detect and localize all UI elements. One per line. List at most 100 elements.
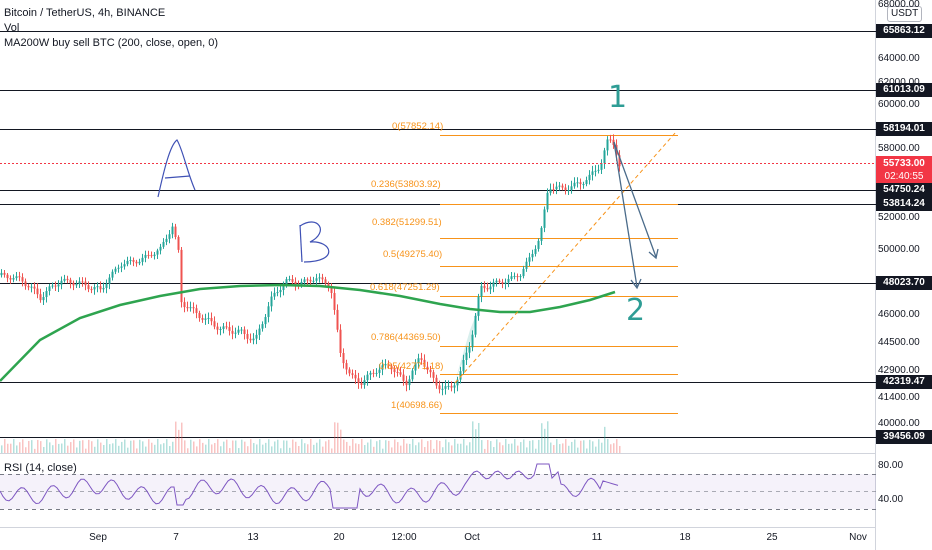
candle-body [261, 324, 264, 329]
level-label[interactable]: 53814.24 [876, 197, 932, 211]
volume-bar [232, 440, 234, 453]
candle-body [453, 385, 456, 388]
candle-body [381, 365, 384, 370]
volume-bar [268, 439, 270, 453]
volume-bar [526, 447, 528, 453]
symbol-title[interactable]: Bitcoin / TetherUS, 4h, BINANCE [4, 7, 166, 19]
candle-body [414, 362, 417, 371]
candle-body [180, 249, 183, 303]
volume-bar [40, 441, 42, 453]
candle-body [279, 290, 282, 293]
level-label[interactable]: 42319.47 [876, 375, 932, 389]
candle-body [27, 286, 30, 288]
rsi-line [0, 463, 619, 509]
volume-bar [340, 429, 342, 453]
volume-bar [193, 441, 195, 453]
rsi-indicator-label[interactable]: RSI (14, close) [4, 462, 77, 474]
volume-bar [382, 448, 384, 453]
candle-body [138, 261, 141, 264]
volume-bar [409, 443, 411, 453]
candle-body [210, 317, 213, 322]
candle-body [333, 293, 336, 310]
volume-bar [172, 441, 174, 453]
level-label[interactable]: 39456.09 [876, 430, 932, 444]
volume-bar [190, 439, 192, 453]
level-label[interactable]: 61013.09 [876, 83, 932, 97]
volume-bar [262, 444, 264, 453]
price-tick: 62000.00 [878, 77, 920, 88]
volume-bar [511, 443, 513, 453]
level-label[interactable]: 48023.70 [876, 276, 932, 290]
candle-body [3, 272, 6, 275]
candle-body [207, 317, 210, 319]
candle-body [60, 280, 63, 285]
candle-body [474, 315, 477, 335]
candle-body [201, 318, 204, 320]
volume-bar [163, 443, 165, 453]
candle-body [444, 386, 447, 389]
volume-bar [514, 439, 516, 453]
volume-bar [508, 443, 510, 453]
volume-bar [43, 446, 45, 453]
volume-bar [205, 444, 207, 453]
current-price-label[interactable]: 55733.00 02:40:55 [876, 156, 932, 184]
candle-body [0, 272, 3, 276]
volume-bar [562, 443, 564, 453]
fib-label: 0.236(53803.92) [371, 179, 441, 190]
volume-bar [181, 422, 183, 453]
volume-bar [46, 439, 48, 453]
volume-bar [517, 445, 519, 453]
volume-bar [547, 421, 549, 453]
volume-indicator-label[interactable]: Vol [4, 22, 20, 34]
candle-body [555, 186, 558, 190]
volume-bar [328, 439, 330, 453]
volume-bar [199, 439, 201, 453]
candle-body [156, 250, 159, 255]
level-label[interactable]: 54750.24 [876, 183, 932, 197]
candle-body [183, 302, 186, 308]
candle-body [504, 282, 507, 284]
volume-bar [493, 447, 495, 453]
candle-body [519, 276, 522, 278]
candle-body [90, 289, 93, 291]
price-tick: 41400.00 [878, 392, 920, 403]
candle-body [531, 253, 534, 258]
currency-selector[interactable]: USDT [887, 6, 923, 22]
candle-body [270, 296, 273, 307]
candle-body [18, 276, 21, 278]
candle-body [339, 329, 342, 353]
candle-body [582, 184, 585, 186]
candle-body [387, 364, 390, 367]
volume-bar [19, 442, 21, 453]
volume-bar [346, 441, 348, 453]
volume-bar [274, 441, 276, 453]
candle-body [147, 254, 150, 256]
candle-body [417, 358, 420, 363]
volume-bar [607, 439, 609, 453]
volume-bar [496, 439, 498, 453]
candle-body [468, 347, 471, 353]
volume-bar [16, 445, 18, 453]
fib-label: 0.786(44369.50) [371, 332, 441, 343]
annotation-b-drawing [299, 221, 330, 263]
candle-body [549, 189, 552, 193]
candle-body [432, 372, 435, 378]
candle-body [93, 286, 96, 290]
volume-bar [265, 442, 267, 453]
volume-bar [376, 441, 378, 453]
candle-body [537, 240, 540, 249]
candle-body [114, 268, 117, 272]
level-label[interactable]: 65863.12 [876, 24, 932, 38]
volume-bar [256, 444, 258, 453]
level-label[interactable]: 58194.01 [876, 122, 932, 136]
time-tick: 18 [679, 532, 691, 543]
candle-body [456, 379, 459, 386]
volume-bar [280, 448, 282, 453]
candle-body [222, 326, 225, 330]
candle-body [597, 169, 600, 171]
volume-bars [1, 421, 621, 453]
candle-body [174, 226, 177, 237]
ma-indicator-label[interactable]: MA200W buy sell BTC (200, close, open, 0… [4, 37, 218, 49]
volume-bar [481, 440, 483, 453]
